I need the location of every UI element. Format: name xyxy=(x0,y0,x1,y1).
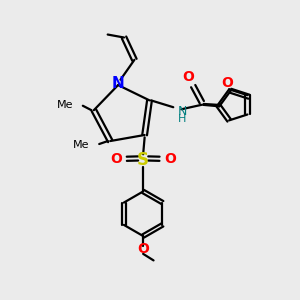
Text: Me: Me xyxy=(56,100,73,110)
Text: O: O xyxy=(164,152,176,166)
Text: H: H xyxy=(178,114,186,124)
Text: N: N xyxy=(178,105,187,118)
Text: N: N xyxy=(112,76,124,91)
Text: O: O xyxy=(222,76,234,90)
Text: O: O xyxy=(110,152,122,166)
Text: S: S xyxy=(137,151,149,169)
Text: O: O xyxy=(137,242,149,256)
Text: Me: Me xyxy=(73,140,89,150)
Text: O: O xyxy=(182,70,194,84)
